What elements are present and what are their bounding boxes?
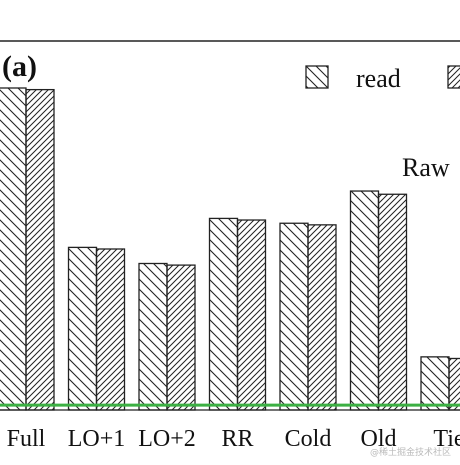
legend-swatch-series-2 xyxy=(447,65,460,89)
legend-label-read: read xyxy=(356,64,401,93)
bar-tie-series-1 xyxy=(420,356,450,411)
bar-full-series-1 xyxy=(0,87,27,411)
bar-lo1-series-1 xyxy=(67,246,98,411)
bar-old-series-1 xyxy=(349,190,380,411)
bar-cold-series-1 xyxy=(279,222,309,411)
x-tick-label: LO+2 xyxy=(138,426,196,452)
bar-rr-series-2 xyxy=(236,219,267,411)
bar-cold-series-2 xyxy=(307,224,337,411)
bar-lo2-series-2 xyxy=(166,264,196,411)
annotation-raw: Raw xyxy=(402,153,450,182)
bar-tie-series-2 xyxy=(448,357,460,411)
legend: read xyxy=(305,64,460,93)
x-tick-label: LO+1 xyxy=(68,426,126,452)
watermark: @稀土掘金技术社区 xyxy=(370,446,451,458)
x-tick-label: Tie xyxy=(433,426,460,452)
bar-rr-series-1 xyxy=(208,217,239,411)
x-tick-label: Cold xyxy=(285,426,332,452)
x-tick-label: Full xyxy=(7,426,46,452)
bar-old-series-2 xyxy=(377,193,408,411)
bar-full-series-2 xyxy=(25,88,55,411)
bar-lo2-series-1 xyxy=(138,262,168,411)
panel-label: (a) xyxy=(2,50,37,83)
bar-lo1-series-2 xyxy=(95,248,126,411)
x-tick-label: Old xyxy=(361,426,397,452)
x-tick-label: RR xyxy=(221,426,253,452)
legend-swatch-read xyxy=(305,65,329,89)
